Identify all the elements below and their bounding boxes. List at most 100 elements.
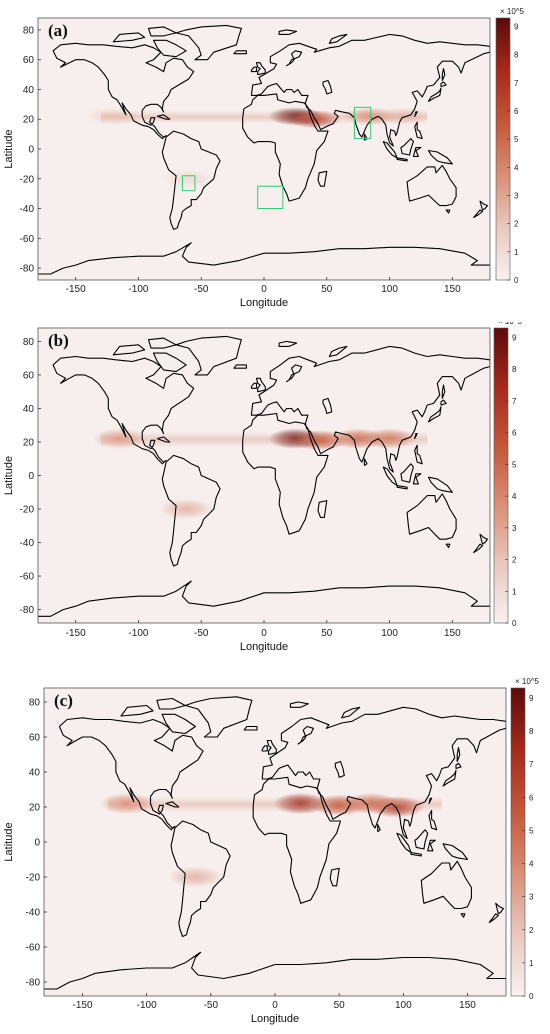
colorbar-tick-label: 9 — [529, 694, 534, 703]
coastline — [479, 533, 489, 545]
coastline — [456, 746, 461, 763]
colorbar-tick-label: 1 — [514, 248, 519, 257]
coastline — [406, 493, 457, 540]
x-tick-label: 100 — [395, 1000, 412, 1011]
y-tick-label: -60 — [26, 943, 41, 954]
coastline — [412, 473, 422, 485]
colorbar-tick-label: 0 — [529, 992, 534, 1001]
coastline — [410, 851, 422, 857]
x-tick-label: -100 — [128, 628, 148, 639]
colorbar-tick-label: 0 — [514, 276, 519, 285]
y-tick-label: 80 — [23, 25, 35, 36]
y-tick-label: -80 — [20, 605, 35, 616]
coastline — [58, 717, 204, 831]
x-tick-label: -150 — [66, 284, 86, 295]
coastline — [297, 725, 315, 745]
y-tick-label: 20 — [23, 437, 35, 448]
coastline — [278, 340, 298, 347]
coastline — [445, 209, 451, 214]
region-box — [181, 175, 196, 192]
colorbar-tick-label: 5 — [529, 826, 534, 835]
colorbar-multiplier: × 10^5 — [500, 7, 525, 16]
y-tick-label: 40 — [23, 404, 35, 415]
colorbar-tick-label: 7 — [514, 79, 519, 88]
coastline — [242, 412, 329, 535]
coastline — [261, 706, 506, 840]
colorbar-tick-label: 6 — [529, 793, 534, 802]
coastline — [427, 839, 436, 852]
coastline — [184, 696, 253, 738]
colorbar — [510, 687, 526, 997]
map-panel-c: -150 -100 -50 0 50 100 150 80 60 40 20 0 -20 -40 -60 -8… — [0, 672, 550, 1029]
coastline — [289, 701, 309, 708]
coastline — [495, 902, 504, 915]
x-tick-label: 150 — [444, 284, 461, 295]
y-tick-label: 80 — [23, 337, 35, 348]
colorbar-tick-label: 3 — [512, 524, 517, 533]
x-tick-label: 0 — [261, 628, 267, 639]
coastline — [440, 81, 447, 88]
map-panel-a: -150 -100 -50 0 50 100 150 80 60 40 20 0 -20 -40 -60 -8… — [0, 0, 550, 312]
coastline — [473, 209, 484, 219]
coastline — [250, 345, 490, 473]
y-tick-label: -20 — [20, 505, 35, 516]
coastline — [414, 121, 423, 140]
colorbar-multiplier: × 10^5 — [498, 322, 523, 326]
colorbar-tick-label: 7 — [529, 760, 534, 769]
coastline — [427, 149, 453, 165]
colorbar-tick-label: 4 — [512, 492, 517, 501]
coastline — [396, 485, 408, 490]
x-axis-label: Longitude — [240, 297, 288, 309]
coastline — [328, 345, 348, 358]
y-tick-label: 20 — [23, 115, 35, 126]
coastline — [286, 364, 303, 383]
colorbar-tick-label: 7 — [512, 397, 517, 406]
x-tick-label: -100 — [137, 1000, 157, 1011]
y-tick-label: -20 — [20, 174, 35, 185]
coastline — [441, 384, 446, 399]
x-tick-label: -150 — [66, 628, 86, 639]
coastline — [414, 433, 418, 440]
coastline — [473, 543, 484, 554]
colorbar-tick-label: 8 — [512, 365, 517, 374]
coastline — [420, 860, 472, 910]
colorbar — [495, 17, 511, 281]
coastline — [341, 706, 361, 719]
y-axis-label: Latitude — [3, 129, 15, 168]
coastline — [243, 725, 258, 731]
coastline — [175, 24, 242, 61]
x-tick-label: -50 — [194, 628, 209, 639]
x-tick-label: 100 — [381, 628, 398, 639]
coastline — [250, 382, 258, 389]
y-tick-label: -80 — [20, 264, 35, 275]
coastline — [278, 29, 298, 35]
x-tick-label: 50 — [334, 1000, 346, 1011]
coastline — [414, 111, 418, 117]
heat-streak — [100, 110, 428, 124]
map-chart-b: -150 -100 -50 0 50 100 150806040200-20-40-60-8… — [3, 317, 523, 653]
colorbar-tick-label: 3 — [529, 893, 534, 902]
coastline — [322, 79, 333, 95]
coastline — [363, 133, 368, 141]
x-tick-label: 50 — [321, 628, 333, 639]
coastline — [152, 352, 187, 373]
coastline — [328, 33, 348, 44]
y-tick-label: 80 — [29, 698, 41, 709]
coastline — [120, 704, 154, 717]
y-tick-label: -40 — [20, 204, 35, 215]
coastline — [52, 42, 195, 140]
coastline — [147, 26, 177, 37]
coastline — [400, 138, 414, 156]
heat-streak — [108, 796, 442, 813]
colorbar-tick-label: 9 — [512, 334, 517, 343]
coastline — [334, 760, 345, 778]
coastline — [406, 164, 457, 207]
colorbar-tick-label: 5 — [514, 135, 519, 144]
x-tick-label: 0 — [261, 284, 267, 295]
coastline — [38, 580, 490, 617]
coastline — [428, 809, 438, 831]
coastline — [427, 406, 442, 423]
y-tick-label: 60 — [23, 55, 35, 66]
colorbar-tick-label: 2 — [514, 220, 519, 229]
coastline — [445, 543, 451, 549]
